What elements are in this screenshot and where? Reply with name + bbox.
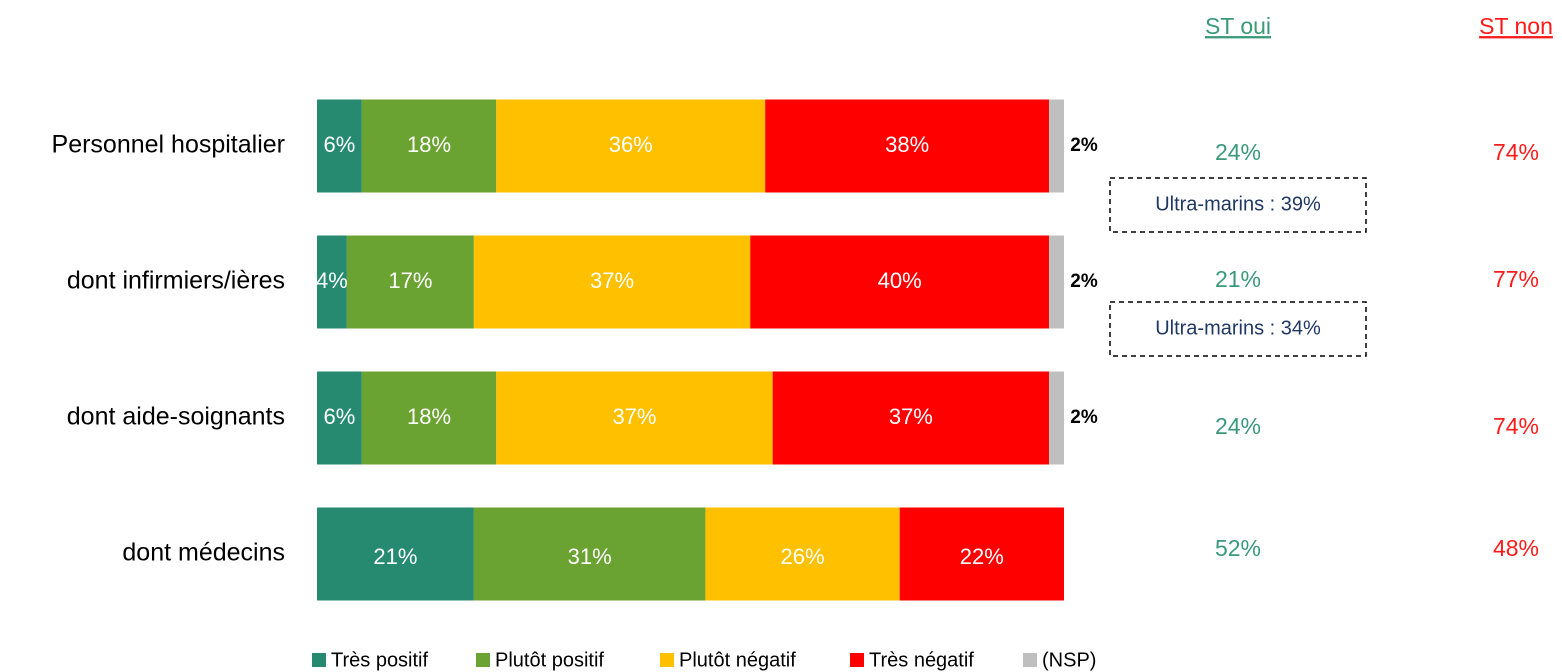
bar-segment bbox=[473, 235, 751, 329]
column-value: 77% bbox=[1493, 266, 1539, 292]
annotation: Ultra-marins : 34% bbox=[1155, 317, 1321, 339]
column-value: 74% bbox=[1493, 139, 1539, 165]
legend-label: Plutôt négatif bbox=[679, 649, 796, 671]
legend-swatch bbox=[312, 653, 326, 667]
bar-segment bbox=[899, 507, 1064, 601]
data-label: 4% bbox=[316, 268, 348, 293]
column-value: 24% bbox=[1215, 413, 1261, 439]
annotation: Ultra-marins : 39% bbox=[1155, 193, 1321, 215]
category-label: dont infirmiers/ières bbox=[67, 267, 285, 295]
data-label: 2% bbox=[1070, 271, 1098, 292]
bar-segment bbox=[772, 371, 1050, 465]
bar-segment bbox=[473, 507, 706, 601]
data-label: 36% bbox=[609, 132, 653, 157]
data-label: 37% bbox=[889, 404, 933, 429]
legend-swatch bbox=[660, 653, 674, 667]
column-value: 21% bbox=[1215, 266, 1261, 292]
column-header: ST oui bbox=[1205, 13, 1271, 39]
bar-segment bbox=[1049, 99, 1064, 193]
data-label: 26% bbox=[781, 544, 825, 569]
legend-label: Très négatif bbox=[869, 649, 974, 671]
bar-segment bbox=[317, 371, 362, 465]
data-label: 17% bbox=[388, 268, 432, 293]
bar-segment bbox=[346, 235, 474, 329]
column-value: 74% bbox=[1493, 413, 1539, 439]
data-label: 2% bbox=[1070, 407, 1098, 428]
annotation-box bbox=[1109, 301, 1367, 357]
legend-label: Plutôt positif bbox=[495, 649, 604, 671]
bar-segment bbox=[496, 371, 773, 465]
data-label: 21% bbox=[373, 544, 417, 569]
bar-segment bbox=[705, 507, 900, 601]
bar-segment bbox=[361, 371, 497, 465]
bar-segment bbox=[361, 99, 497, 193]
data-label: 38% bbox=[885, 132, 929, 157]
data-label: 6% bbox=[324, 132, 356, 157]
data-label: 31% bbox=[568, 544, 612, 569]
legend-swatch bbox=[850, 653, 864, 667]
data-label: 22% bbox=[960, 544, 1004, 569]
data-label: 6% bbox=[324, 404, 356, 429]
data-label: 37% bbox=[612, 404, 656, 429]
column-value: 24% bbox=[1215, 139, 1261, 165]
data-label: 18% bbox=[407, 132, 451, 157]
bar-segment bbox=[1049, 371, 1064, 465]
data-label: 18% bbox=[407, 404, 451, 429]
column-value: 48% bbox=[1493, 535, 1539, 561]
bar-segment bbox=[496, 99, 766, 193]
data-label: 40% bbox=[878, 268, 922, 293]
bar-segment bbox=[317, 235, 347, 329]
column-value: 52% bbox=[1215, 535, 1261, 561]
category-label: dont aide-soignants bbox=[67, 403, 285, 431]
data-label: 37% bbox=[590, 268, 634, 293]
bar-segment bbox=[317, 99, 362, 193]
category-label: Personnel hospitalier bbox=[52, 131, 285, 159]
legend-label: (NSP) bbox=[1042, 649, 1096, 671]
bar-segment bbox=[750, 235, 1050, 329]
data-label: 2% bbox=[1070, 135, 1098, 156]
category-label: dont médecins bbox=[122, 539, 285, 567]
legend-label: Très positif bbox=[331, 649, 429, 671]
column-header: ST non bbox=[1479, 13, 1553, 39]
bar-segment bbox=[1049, 235, 1064, 329]
bar-segment bbox=[317, 507, 474, 601]
legend-swatch bbox=[1023, 653, 1037, 667]
annotation-box bbox=[1109, 177, 1367, 233]
bar-segment bbox=[765, 99, 1050, 193]
legend-swatch bbox=[476, 653, 490, 667]
